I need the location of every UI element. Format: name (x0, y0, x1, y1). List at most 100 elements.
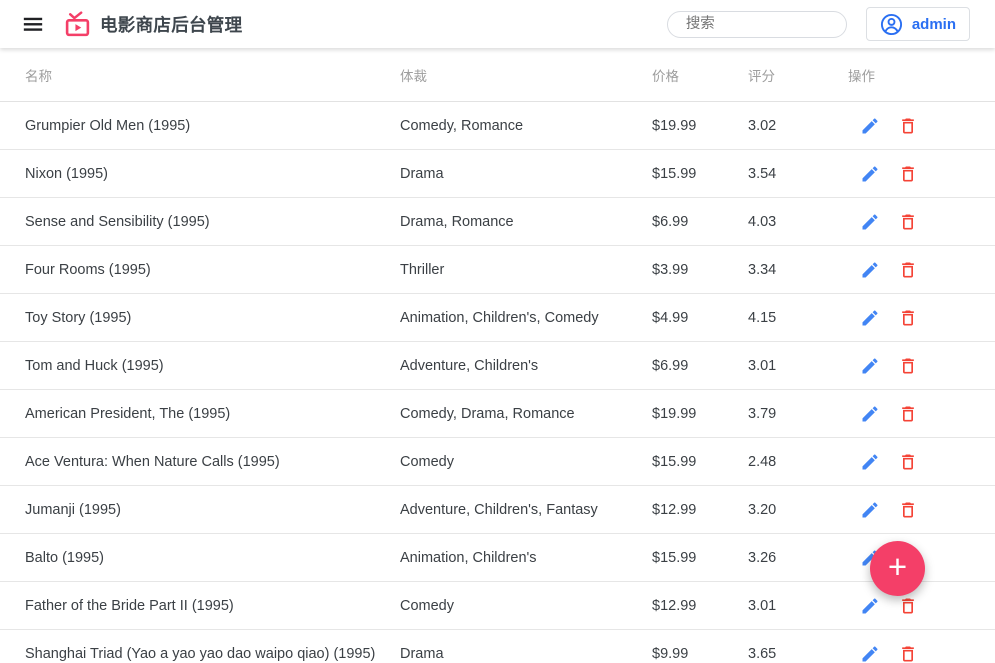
movie-genres: Drama (400, 645, 444, 662)
movie-name: Father of the Bride Part II (1995) (25, 597, 234, 614)
delete-button[interactable] (898, 260, 918, 280)
pencil-icon (862, 501, 878, 517)
movie-genres: Comedy, Romance (400, 117, 524, 134)
trash-icon (902, 310, 914, 325)
movie-rating: 3.01 (748, 357, 777, 374)
pencil-icon (862, 261, 878, 277)
movie-genres: Adventure, Children's, Fantasy (400, 501, 598, 518)
trash-icon (902, 454, 914, 469)
movie-tv-logo-icon (64, 10, 91, 38)
table-row: Nixon (1995) Drama $15.99 3.54 (0, 150, 995, 198)
edit-button[interactable] (860, 404, 880, 424)
admin-button[interactable]: admin (865, 7, 970, 41)
movie-price: $6.99 (652, 357, 689, 374)
movie-genres: Comedy (400, 597, 454, 614)
hamburger-icon (23, 17, 43, 31)
movie-name: Grumpier Old Men (1995) (25, 117, 191, 134)
table-header-row: 名称 体裁 价格 评分 操作 (0, 48, 995, 102)
movie-rating: 3.79 (748, 405, 777, 422)
movie-name: Sense and Sensibility (1995) (25, 213, 210, 230)
table-row: Tom and Huck (1995) Adventure, Children'… (0, 342, 995, 390)
table-row: Sense and Sensibility (1995) Drama, Roma… (0, 198, 995, 246)
movie-price: $12.99 (652, 501, 697, 518)
pencil-icon (862, 405, 878, 421)
pencil-icon (862, 309, 878, 325)
edit-button[interactable] (860, 500, 880, 520)
trash-icon (902, 358, 914, 373)
edit-button[interactable] (860, 356, 880, 376)
delete-button[interactable] (898, 116, 918, 136)
edit-button[interactable] (860, 596, 880, 616)
movie-price: $3.99 (652, 261, 689, 278)
column-header-genre: 体裁 (400, 68, 427, 84)
trash-icon (902, 646, 914, 661)
edit-button[interactable] (860, 308, 880, 328)
add-movie-fab[interactable]: + (870, 541, 925, 596)
trash-icon (902, 214, 914, 229)
menu-button[interactable] (22, 13, 44, 35)
delete-button[interactable] (898, 452, 918, 472)
delete-button[interactable] (898, 596, 918, 616)
movie-name: Tom and Huck (1995) (25, 357, 164, 374)
movie-price: $9.99 (652, 645, 689, 662)
movie-rating: 3.54 (748, 165, 777, 182)
edit-button[interactable] (860, 212, 880, 232)
movie-genres: Comedy, Drama, Romance (400, 405, 575, 422)
admin-label: admin (911, 15, 956, 33)
table-row: Ace Ventura: When Nature Calls (1995) Co… (0, 438, 995, 486)
delete-button[interactable] (898, 212, 918, 232)
movie-genres: Adventure, Children's (400, 357, 539, 374)
table-row: Balto (1995) Animation, Children's $15.9… (0, 534, 995, 582)
movie-price: $12.99 (652, 597, 697, 614)
trash-icon (902, 502, 914, 517)
row-actions (848, 596, 995, 616)
movie-price: $4.99 (652, 309, 689, 326)
edit-button[interactable] (860, 452, 880, 472)
delete-button[interactable] (898, 356, 918, 376)
movie-rating: 3.34 (748, 261, 777, 278)
column-header-rating: 评分 (748, 68, 775, 84)
pencil-icon (862, 645, 878, 661)
movie-name: Jumanji (1995) (25, 501, 121, 518)
pencil-icon (862, 597, 878, 613)
row-actions (848, 260, 995, 280)
account-circle-icon (880, 13, 902, 35)
movie-table: 名称 体裁 价格 评分 操作 Grumpier Old Men (1995) C… (0, 48, 995, 663)
table-body: Grumpier Old Men (1995) Comedy, Romance … (0, 102, 995, 663)
pencil-icon (862, 165, 878, 181)
movie-name: Toy Story (1995) (25, 309, 132, 326)
movie-rating: 3.65 (748, 645, 777, 662)
trash-icon (902, 262, 914, 277)
row-actions (848, 164, 995, 184)
delete-button[interactable] (898, 500, 918, 520)
edit-button[interactable] (860, 548, 880, 568)
row-actions (848, 116, 995, 136)
topbar: 电影商店后台管理 admin (0, 0, 995, 48)
pencil-icon (862, 213, 878, 229)
movie-name: Balto (1995) (25, 549, 104, 566)
row-actions (848, 644, 995, 663)
movie-genres: Animation, Children's (400, 549, 537, 566)
trash-icon (902, 406, 914, 421)
trash-icon (902, 598, 914, 613)
row-actions (848, 500, 995, 520)
delete-button[interactable] (898, 644, 918, 663)
delete-button[interactable] (898, 404, 918, 424)
delete-button[interactable] (898, 164, 918, 184)
edit-button[interactable] (860, 260, 880, 280)
pencil-icon (862, 357, 878, 373)
edit-button[interactable] (860, 164, 880, 184)
movie-genres: Comedy (400, 453, 454, 470)
edit-button[interactable] (860, 644, 880, 663)
search-input[interactable] (666, 10, 847, 38)
movie-genres: Thriller (400, 261, 445, 278)
edit-button[interactable] (860, 116, 880, 136)
column-header-name: 名称 (25, 68, 52, 84)
movie-price: $19.99 (652, 405, 697, 422)
pencil-icon (862, 453, 878, 469)
movie-rating: 3.26 (748, 549, 777, 566)
trash-icon (902, 166, 914, 181)
delete-button[interactable] (898, 308, 918, 328)
movie-genres: Animation, Children's, Comedy (400, 309, 599, 326)
movie-price: $6.99 (652, 213, 689, 230)
